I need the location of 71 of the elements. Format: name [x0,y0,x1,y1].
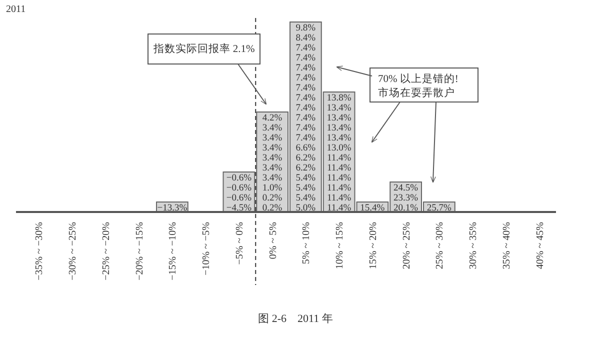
annotation: 15.4% [360,203,385,214]
annotation: 11.4% [326,153,352,164]
annotation: −4.5% [226,203,252,214]
annotation: 11.4% [326,193,352,204]
x-tick-label: 40% ~ 45% [534,222,546,270]
x-tick-label: 10% ~ 15% [334,222,346,270]
annotation: 13.4% [326,133,352,144]
annotation: 指数实际回报率 2.1% [152,42,255,55]
annotation: 3.4% [262,143,282,154]
annotation: 11.4% [326,183,352,194]
annotation: 25.7% [426,203,452,214]
annotation: 5.4% [296,193,316,204]
annotation: 0.2% [262,193,282,204]
caption: 图 2-6 2011 年 [258,313,333,325]
annotation: 6.2% [296,163,316,174]
annotation: 24.5% [394,183,418,194]
annotation: 6.2% [296,153,316,164]
annotation: 11.4% [326,173,352,184]
annotation: 9.8% [296,23,316,34]
annotation: 7.4% [296,93,316,104]
annotation: −13.3% [157,203,188,214]
annotation: 3.4% [262,153,282,164]
annotation: 7.4% [296,83,316,94]
x-tick-label: −10% ~ −5% [201,222,212,276]
x-tick-label: 20% ~ 25% [401,222,412,270]
annotation: 7.4% [296,43,316,54]
annotation: 11.4% [326,203,352,214]
x-tick-label: −35% ~ −30% [34,222,46,280]
annotation: 3.4% [262,133,282,144]
annotation: 5.0% [296,203,316,214]
x-tick-label: −15% ~ −10% [168,222,179,280]
x-tick-label: 35% ~ 40% [501,222,512,270]
x-tick-label: −25% ~ −20% [100,222,112,280]
x-tick-label: 15% ~ 20% [368,222,379,270]
annotation: 13.8% [326,93,352,104]
x-tick-label: 0% ~ 5% [268,222,279,260]
annotation: 5.4% [296,173,316,184]
annotation: 3.4% [262,163,282,174]
annotation: 1.0% [262,183,282,194]
annotation: 4.2% [262,113,282,124]
annotation: 11.4% [326,163,352,174]
annotation: 7.4% [296,133,316,144]
annotation: 3.4% [262,173,282,184]
x-tick-label: −5% ~ 0% [234,222,246,265]
annotation: 0.2% [262,203,282,214]
annotation: 7.4% [296,123,316,134]
annotation: 7.4% [296,73,316,84]
x-tick-label: 5% ~ 10% [301,222,312,264]
annotation: −0.6% [226,173,252,184]
annotation: 7.4% [296,113,316,124]
annotation: 7.4% [296,53,316,64]
annotation: 13.4% [326,113,352,124]
annotation: 20.1% [394,203,418,214]
annotation: 3.4% [262,123,282,134]
x-tick-label: −30% ~ −25% [68,222,79,280]
chart-title: 2011 [6,4,26,15]
annotation: 7.4% [296,103,316,114]
annotation: 5.4% [296,183,316,194]
annotation: 6.6% [296,143,316,154]
x-tick-label: 25% ~ 30% [434,222,446,270]
annotation: 8.4% [296,33,316,44]
annotation: 13.4% [326,123,352,134]
annotation: 23.3% [394,193,418,204]
annotation: −0.6% [226,193,252,204]
annotation: 7.4% [296,63,316,74]
annotation: 13.0% [326,143,352,154]
annotation: 13.4% [326,103,352,114]
annotation: −0.6% [226,183,252,194]
x-tick-label: 30% ~ 35% [468,222,480,270]
x-tick-label: −20% ~ −15% [134,222,146,280]
annotation: 70% 以上是错的! 市场在耍弄散户 [378,72,458,99]
